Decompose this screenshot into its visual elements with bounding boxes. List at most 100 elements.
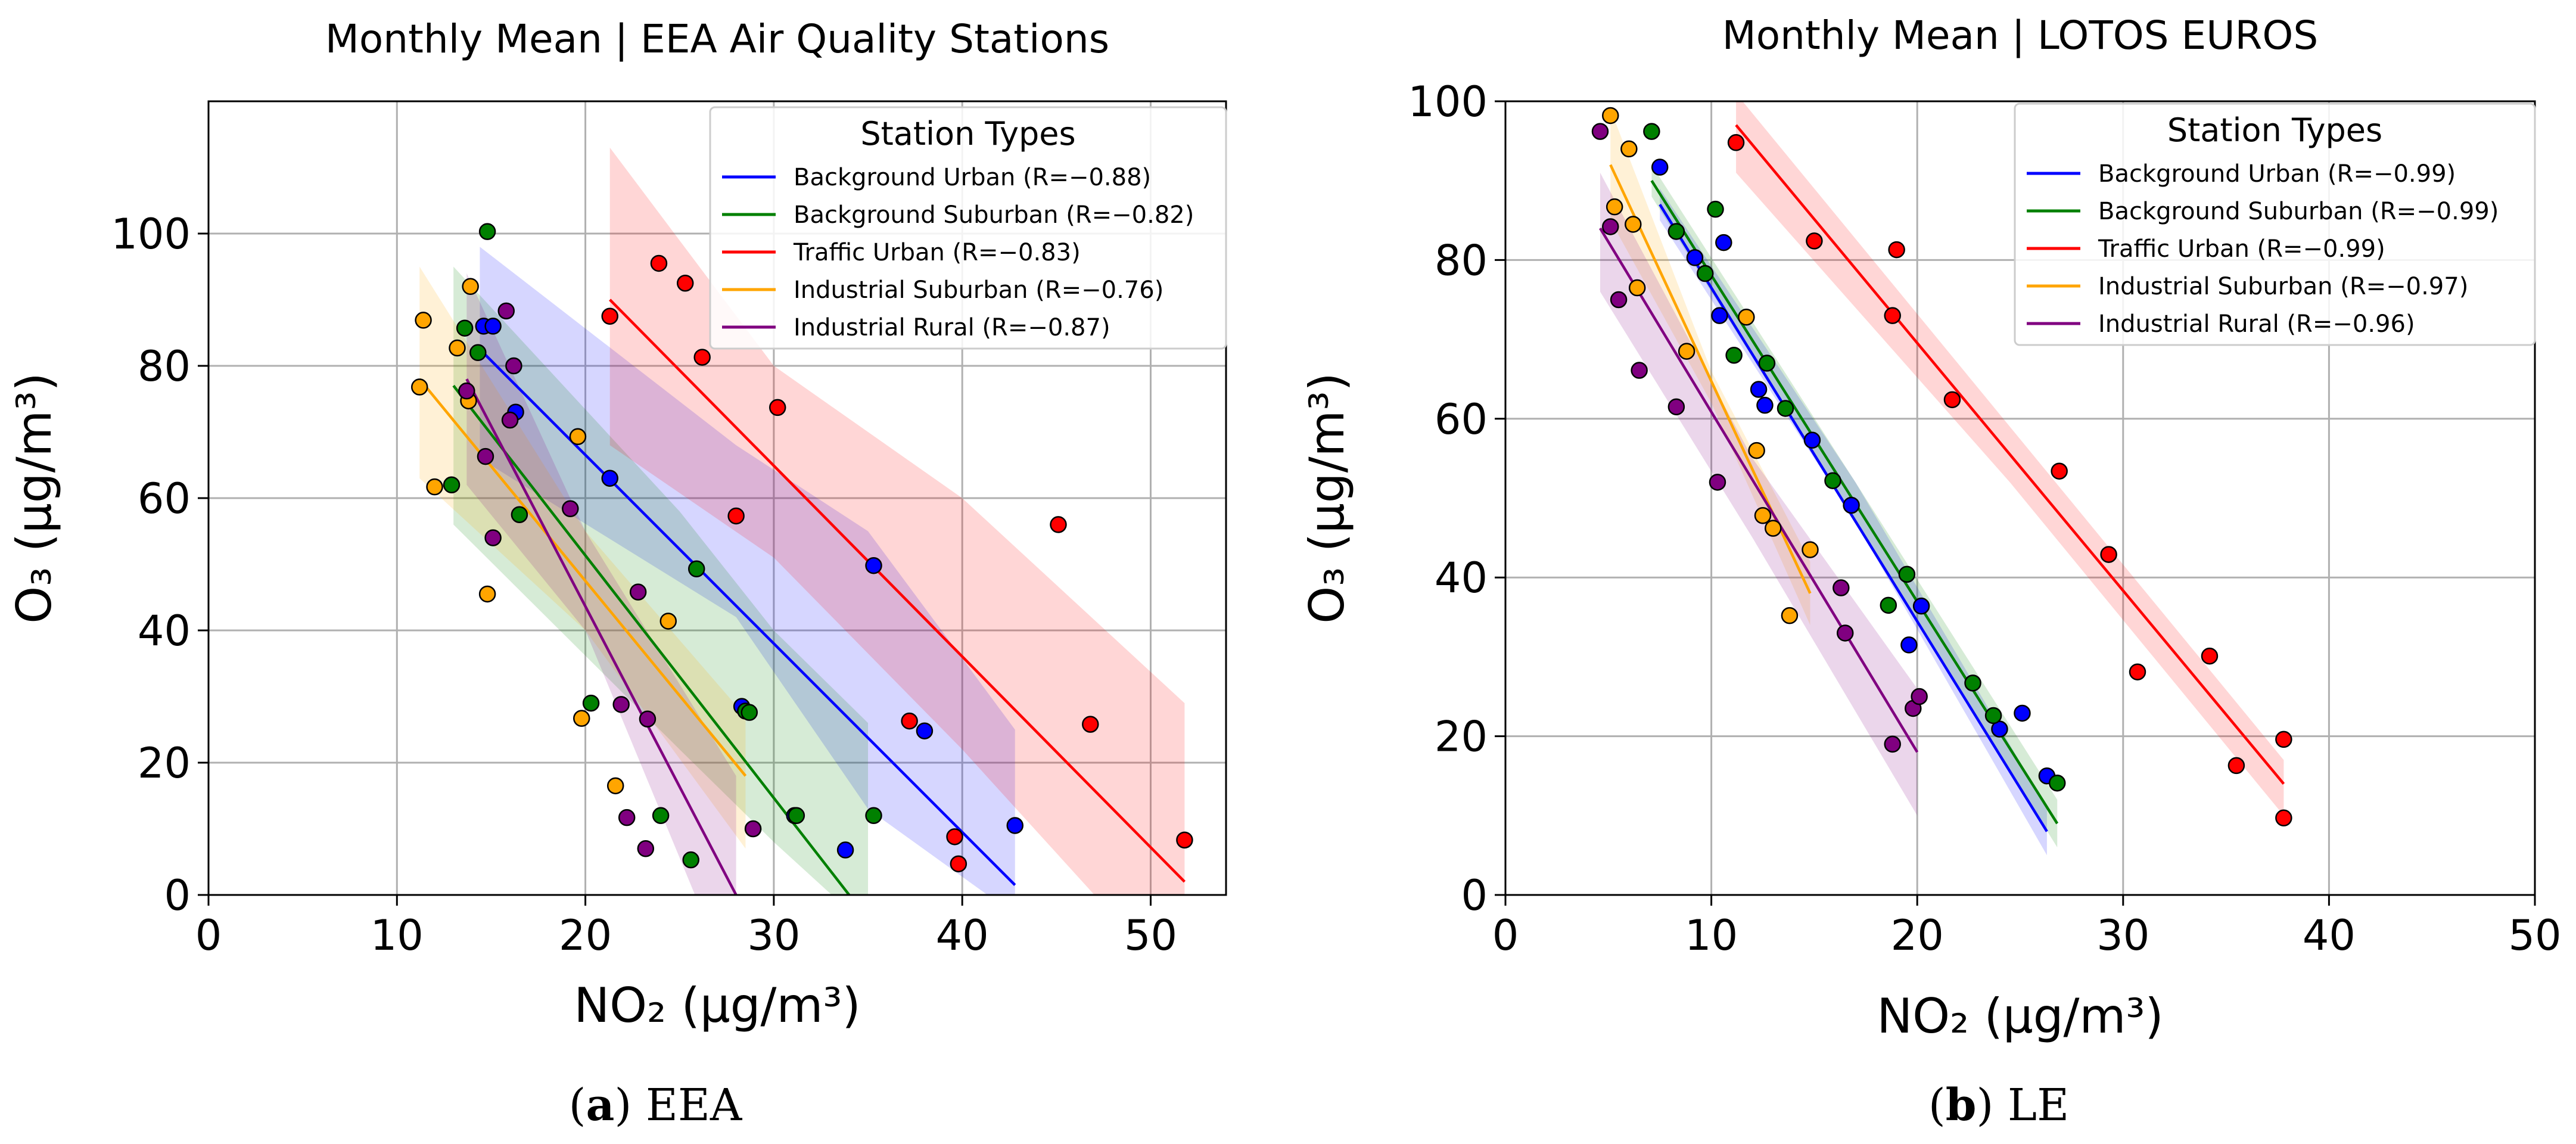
x-tick-label: 30 <box>2096 911 2149 960</box>
data-point <box>1802 541 1819 558</box>
caption-a-letter: a <box>586 1080 615 1131</box>
regression-line-4 <box>1599 227 1919 753</box>
data-point <box>741 704 758 721</box>
data-point <box>916 722 934 739</box>
data-point <box>478 585 496 603</box>
chart-panel-eea: 0 10 20 30 40 50 0 20 40 60 80 100 Monthly Mean | EE… <box>7 16 1227 1033</box>
data-point <box>1765 520 1782 537</box>
y-axis-label: O₃ (µg/m³) <box>7 372 62 624</box>
y-tick-label: 20 <box>1435 713 1488 761</box>
data-point <box>1806 232 1823 250</box>
data-point <box>415 312 432 329</box>
caption-a: (a) EEA <box>568 1080 742 1131</box>
legend-title: Station Types <box>2167 111 2382 149</box>
legend-entry-3: Industrial Suburban (R=−0.97) <box>2098 273 2468 300</box>
legend-entry-0: Background Urban (R=−0.88) <box>794 164 1151 191</box>
legend-box <box>709 106 1227 350</box>
data-point <box>693 349 711 366</box>
confidence-band-4 <box>1600 172 1918 816</box>
data-point <box>443 476 461 494</box>
data-point <box>1900 636 1918 654</box>
data-point <box>1667 223 1685 240</box>
data-point <box>1911 688 1928 705</box>
x-tick-label: 40 <box>2303 911 2356 960</box>
plot-area <box>411 147 1193 895</box>
data-point <box>676 275 694 292</box>
data-point <box>1758 355 1776 372</box>
data-point <box>1888 241 1905 259</box>
data-point <box>1625 216 1642 233</box>
data-point <box>1667 398 1685 416</box>
data-point <box>1602 107 1619 125</box>
data-point <box>1050 516 1067 533</box>
data-point <box>1082 716 1099 733</box>
data-point <box>1756 396 1774 414</box>
data-point <box>2014 704 2031 722</box>
data-point <box>1176 831 1193 849</box>
confidence-band-2 <box>609 147 1185 895</box>
y-tick-label: 60 <box>138 474 191 523</box>
x-axis-label: NO₂ (µg/m³) <box>574 978 860 1033</box>
x-tick-label: 0 <box>195 911 222 960</box>
data-point <box>469 344 487 362</box>
data-point <box>1880 596 1897 614</box>
data-point <box>836 841 854 859</box>
legend: Station Types Background Urban (R=−0.88) B… <box>709 106 1227 350</box>
legend-entry-1: Background Suburban (R=−0.99) <box>2098 198 2499 225</box>
legend-entry-0: Background Urban (R=−0.99) <box>2098 160 2456 188</box>
data-point <box>1738 309 1755 326</box>
data-point <box>426 478 443 496</box>
chart-title: Monthly Mean | EEA Air Quality Stations <box>325 16 1109 62</box>
y-tick-label: 60 <box>1435 395 1488 444</box>
data-point <box>1606 198 1623 216</box>
legend-entry-4: Industrial Rural (R=−0.87) <box>794 314 1110 341</box>
data-point <box>1803 431 1821 449</box>
legend-title: Station Types <box>860 115 1075 153</box>
confidence-band-0 <box>480 247 1015 895</box>
data-point <box>637 840 655 857</box>
caption-b-text: LE <box>1993 1080 2070 1131</box>
caption-b: (b) LE <box>1928 1080 2070 1131</box>
legend: Station Types Background Urban (R=−0.99) B… <box>2014 102 2536 346</box>
caption-b-letter: b <box>1945 1080 1977 1131</box>
x-tick-label: 50 <box>1124 911 1177 960</box>
y-tick-label: 80 <box>1435 236 1488 285</box>
data-point <box>1964 674 1981 692</box>
data-point <box>1727 134 1745 151</box>
data-point <box>682 851 699 869</box>
data-point <box>2275 809 2292 827</box>
data-point <box>1984 707 2002 725</box>
data-point <box>1591 123 1609 140</box>
data-point <box>1006 817 1023 834</box>
x-tick-label: 30 <box>747 911 800 960</box>
data-point <box>1709 474 1726 491</box>
data-point <box>769 399 786 416</box>
data-point <box>1943 391 1961 409</box>
y-tick-label: 20 <box>138 739 191 788</box>
data-point <box>652 807 670 825</box>
data-point <box>687 560 705 578</box>
x-tick-label: 10 <box>371 911 424 960</box>
data-point <box>1833 579 1850 596</box>
data-point <box>1643 123 1660 140</box>
x-tick-label: 40 <box>936 911 989 960</box>
data-point <box>2051 462 2068 480</box>
data-point <box>478 223 496 240</box>
data-point <box>505 357 522 375</box>
data-point <box>606 777 624 795</box>
data-point <box>1750 381 1768 398</box>
data-point <box>456 319 474 337</box>
data-point <box>2129 663 2146 680</box>
data-point <box>744 820 762 838</box>
data-point <box>1715 234 1732 251</box>
data-point <box>484 529 502 546</box>
confidence-band-4 <box>466 273 736 895</box>
y-tick-label: 40 <box>138 607 191 655</box>
legend-entry-4: Industrial Rural (R=−0.96) <box>2098 310 2415 338</box>
data-point <box>950 855 967 873</box>
data-point <box>639 710 657 728</box>
x-tick-label: 20 <box>559 911 612 960</box>
data-point <box>946 828 963 845</box>
legend-entry-2: Traffic Urban (R=−0.83) <box>793 239 1081 266</box>
data-point <box>1781 607 1799 624</box>
